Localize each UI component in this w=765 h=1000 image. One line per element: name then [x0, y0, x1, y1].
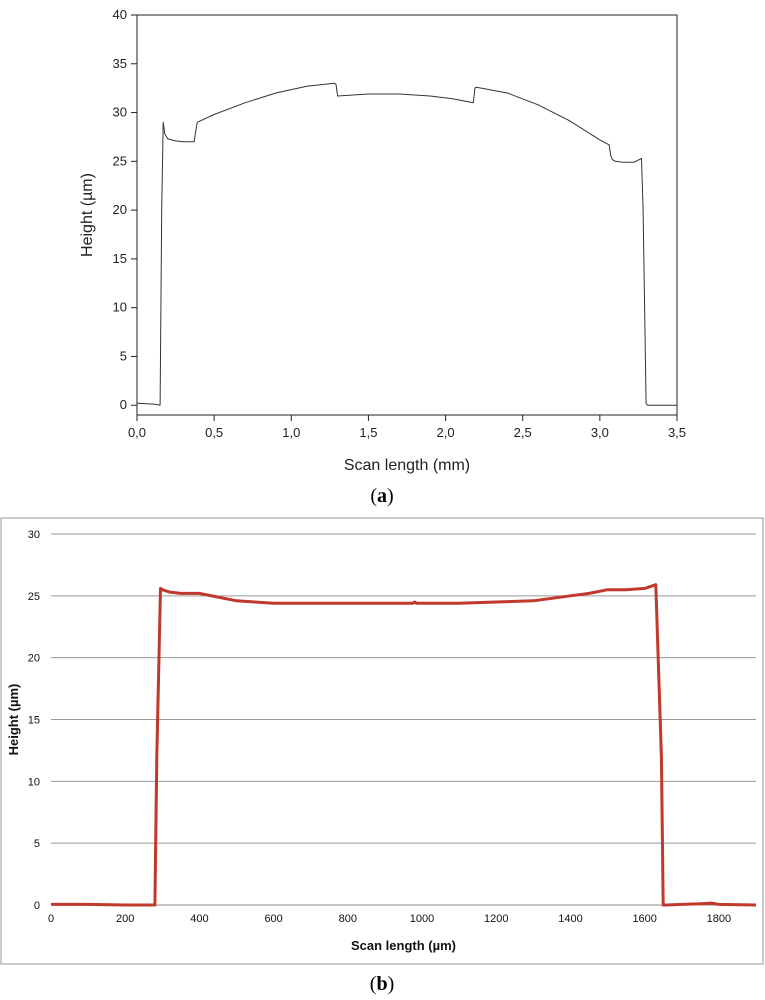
y-tick-label: 0: [120, 397, 127, 412]
x-tick-label: 1400: [558, 913, 582, 925]
x-tick-label: 2,0: [437, 425, 455, 440]
x-tick-label: 600: [264, 913, 282, 925]
x-tick-label: 1,5: [359, 425, 377, 440]
x-tick-label: 0: [48, 913, 54, 925]
x-tick-label: 1600: [632, 913, 656, 925]
panel-b-x-ticks: 0 200 400 600 800 1000 1200 1400 1600 1800: [48, 913, 731, 925]
y-tick-label: 10: [113, 300, 127, 315]
panel-a: 0 5 10 15 20 25 30 35 40 0,0 0,5 1,0 1,5 2,0 2,5 3,0 3,…: [79, 7, 686, 507]
panel-a-y-axis-title: Height (µm): [79, 173, 96, 257]
panel-b: 0 5 10 15 20 25 30 0 200 400 600 800 1000 1200 1400 16…: [0, 517, 764, 995]
panel-b-caption: (b): [370, 973, 394, 995]
panel-a-caption: (a): [370, 485, 393, 507]
y-tick-label: 15: [113, 251, 127, 266]
panel-b-y-axis-title: Height (µm): [6, 684, 21, 756]
y-tick-label: 40: [113, 7, 127, 22]
x-tick-label: 800: [339, 913, 357, 925]
x-tick-label: 3,0: [591, 425, 609, 440]
y-tick-label: 20: [28, 653, 40, 665]
x-tick-label: 0,0: [128, 425, 146, 440]
panel-a-y-ticks: 0 5 10 15 20 25 30 35 40: [113, 7, 137, 412]
x-tick-label: 200: [116, 913, 134, 925]
panel-a-plot-frame: [136, 14, 678, 416]
x-tick-label: 0,5: [205, 425, 223, 440]
y-tick-label: 35: [113, 56, 127, 71]
y-tick-label: 20: [113, 202, 127, 217]
y-tick-label: 10: [28, 776, 40, 788]
y-tick-label: 25: [113, 153, 127, 168]
panel-a-x-ticks: 0,0 0,5 1,0 1,5 2,0 2,5 3,0 3,5: [128, 415, 686, 440]
x-tick-label: 1,0: [282, 425, 300, 440]
panel-b-series-line: [51, 583, 757, 907]
y-tick-label: 15: [28, 715, 40, 727]
panel-b-gridlines: [51, 533, 756, 844]
x-tick-label: 1000: [410, 913, 434, 925]
panel-a-x-axis-title: Scan length (mm): [344, 457, 470, 474]
y-tick-label: 30: [28, 529, 40, 541]
panel-b-chart-border: [0, 517, 764, 965]
y-tick-label: 5: [120, 348, 127, 363]
panel-b-y-ticks: 0 5 10 15 20 25 30: [28, 529, 40, 912]
panel-b-x-axis-title: Scan length (µm): [351, 938, 456, 953]
y-tick-label: 30: [113, 105, 127, 120]
panel-a-series-line: [136, 82, 677, 406]
x-tick-label: 2,5: [514, 425, 532, 440]
x-tick-label: 1800: [707, 913, 731, 925]
x-tick-label: 400: [190, 913, 208, 925]
x-tick-label: 1200: [484, 913, 508, 925]
y-tick-label: 25: [28, 591, 40, 603]
y-tick-label: 5: [34, 838, 40, 850]
x-tick-label: 3,5: [668, 425, 686, 440]
y-tick-label: 0: [34, 900, 40, 912]
